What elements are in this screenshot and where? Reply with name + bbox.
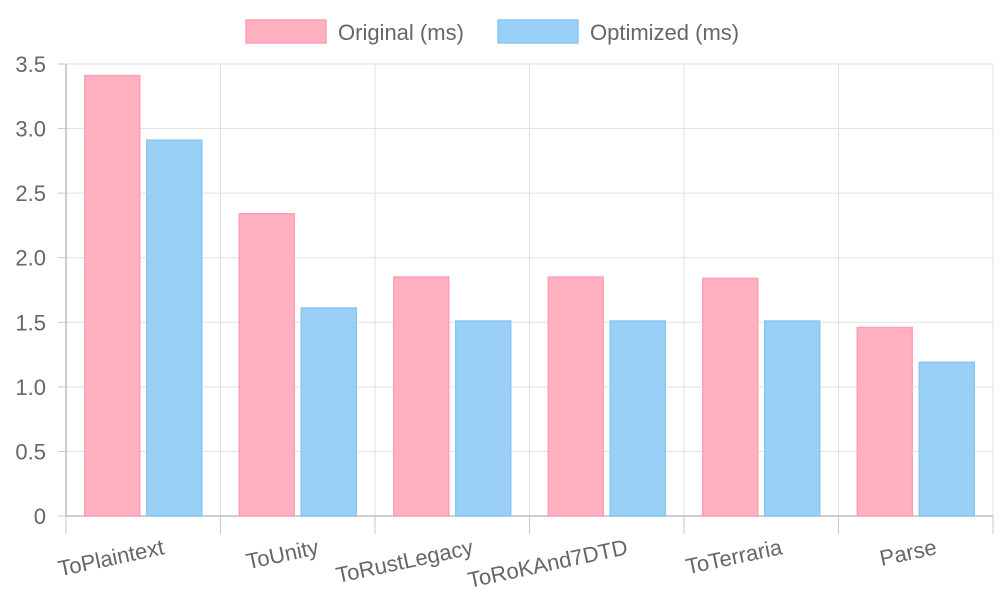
y-tick-label: 2.5: [15, 181, 46, 206]
x-tick-label: Parse: [877, 534, 938, 570]
bar-original-parse: [856, 326, 913, 517]
legend-label-original: Original (ms): [338, 20, 464, 45]
x-axis-ticks: ToPlaintext ToUnity ToRustLegacyToRoKAnd7D…: [56, 516, 994, 593]
bar-original-torokand7dtd: [547, 276, 604, 517]
bar-original-toplaintext: [84, 74, 141, 517]
bar-optimized-torokand7dtd: [609, 320, 666, 517]
bar-optimized-toterraria: [764, 320, 821, 517]
x-tick-label: ToTerraria: [683, 534, 785, 579]
x-tick-label: ToRustLegacy: [334, 534, 476, 587]
bar-optimized-parse: [918, 361, 975, 517]
y-tick-label: 0.5: [15, 439, 46, 464]
bars: [84, 74, 975, 517]
y-tick-label: 1.5: [15, 310, 46, 335]
y-tick-label: 0: [34, 504, 46, 529]
bar-original-torustlegacy: [393, 276, 450, 517]
bar-original-tounity: [238, 213, 295, 517]
y-tick-label: 2.0: [15, 246, 46, 271]
grid-lines: [66, 63, 994, 516]
bar-optimized-torustlegacy: [455, 320, 512, 517]
y-tick-label: 1.0: [15, 375, 46, 400]
x-tick-label: ToUnity: [244, 534, 321, 574]
y-axis-ticks: 0 0.5 1.0 1.5 2.0 2.5 3.0 3.5: [15, 52, 66, 529]
bar-optimized-tounity: [300, 307, 357, 517]
legend-swatch-original: [245, 19, 327, 44]
legend-swatch-optimized: [497, 19, 579, 44]
x-tick-label: ToRoKAnd7DTD: [466, 534, 630, 592]
bar-original-toterraria: [702, 277, 759, 517]
x-tick-label: ToPlaintext: [56, 534, 166, 581]
bar-optimized-toplaintext: [146, 139, 203, 517]
legend-label-optimized: Optimized (ms): [590, 20, 739, 45]
y-tick-label: 3.0: [15, 117, 46, 142]
y-tick-label: 3.5: [15, 52, 46, 77]
legend: Original (ms) Optimized (ms): [245, 19, 739, 45]
